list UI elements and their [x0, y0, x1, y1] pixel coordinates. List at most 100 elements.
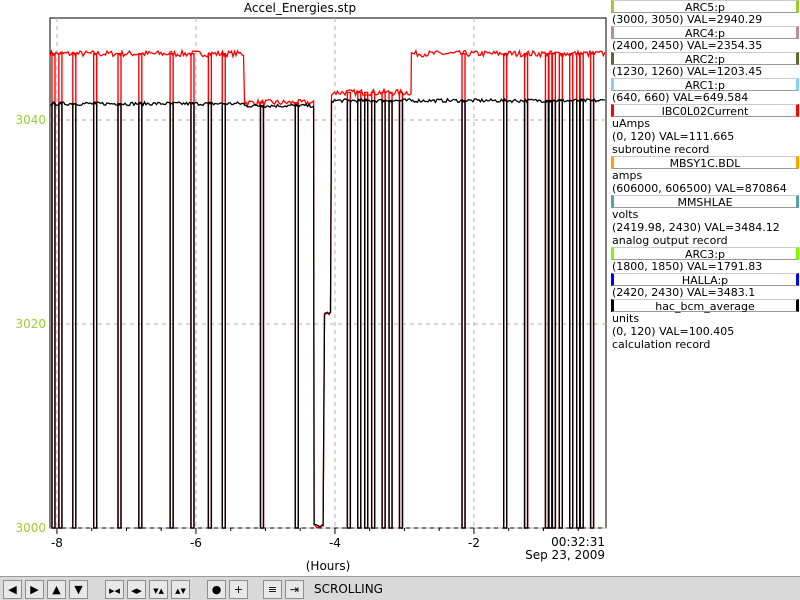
x-axis-label: (Hours) — [306, 559, 351, 573]
toolbar: SCROLLING ◀ ▶ ▲ ▼ ▶◀ ◀▶ ▼▲ ▲▼ ● + ≡ ⇥ — [0, 576, 800, 600]
y-tick-label: 3020 — [15, 317, 46, 331]
series-dropout — [569, 99, 574, 529]
zoom-in-x-button[interactable]: ▶◀ — [105, 580, 124, 599]
legend-item[interactable]: ARC4:p (2400, 2450) VAL=2354.35 — [610, 26, 800, 52]
legend-item-name[interactable]: ARC1:p — [611, 78, 799, 92]
x-tick-label: -2 — [468, 536, 480, 550]
stop-icon: ● — [211, 583, 222, 596]
add-button[interactable]: + — [229, 580, 248, 599]
scroll-arrow-icon: ⇥ — [289, 583, 300, 596]
series-dropout — [294, 105, 299, 529]
legend-item-detail: analog output record — [612, 234, 728, 247]
axes: -8 -6 -4 -2 3000 3020 3040 — [15, 113, 579, 550]
legend-item-name[interactable]: MBSY1C.BDL — [611, 156, 799, 170]
legend-item[interactable]: ARC2:p (1230, 1260) VAL=1203.45 — [610, 52, 800, 78]
legend-item-name[interactable]: ARC5:p — [611, 0, 799, 14]
legend-item-name[interactable]: HALLA:p — [611, 273, 799, 287]
legend-item[interactable]: hac_bcm_average units (0, 120) VAL=100.405… — [610, 299, 800, 351]
series-dropout — [558, 99, 564, 529]
series-dropout — [259, 105, 265, 529]
pan-down-button[interactable]: ▼ — [69, 580, 88, 599]
series-dropout — [138, 102, 143, 529]
legend-item-detail: (1800, 1850) VAL=1791.83 — [612, 260, 763, 273]
series-dropout — [523, 99, 529, 529]
pan-up-button[interactable]: ▲ — [47, 580, 66, 599]
scroll-button[interactable]: ⇥ — [285, 580, 304, 599]
legend-item-name[interactable]: ARC3:p — [611, 247, 799, 261]
legend-item-name[interactable]: ARC2:p — [611, 52, 799, 66]
arrow-left-icon: ◀ — [8, 583, 17, 596]
series-dropout — [503, 99, 508, 529]
legend-item-name[interactable]: IBC0L02Current — [611, 104, 799, 118]
series-dropout — [461, 99, 466, 529]
series-dropout — [589, 99, 595, 529]
series-dropout — [72, 102, 77, 529]
legend-item-detail: (2419.98, 2430) VAL=3484.12 — [612, 221, 780, 234]
legend-item[interactable]: MBSY1C.BDL amps (606000, 606500) VAL=87086… — [610, 156, 800, 195]
series-group — [49, 48, 606, 530]
series-dropout — [551, 99, 557, 529]
legend-item-detail: subroutine record — [612, 143, 710, 156]
legend-item-detail: (2400, 2450) VAL=2354.35 — [612, 39, 763, 52]
zoom-out-x-button[interactable]: ◀▶ — [127, 580, 146, 599]
legend-item-detail: (1230, 1260) VAL=1203.45 — [612, 65, 763, 78]
end-date-label: Sep 23, 2009 — [525, 548, 605, 562]
legend-item-detail: (2420, 2430) VAL=3483.1 — [612, 286, 756, 299]
series-dropout — [221, 102, 226, 529]
legend: ARC5:p (3000, 3050) VAL=2940.29 ARC4:p (240… — [610, 0, 800, 351]
legend-item-name[interactable]: ARC4:p — [611, 26, 799, 40]
chart-plot[interactable]: -8 -6 -4 -2 3000 3020 3040 (Hours) 00:32:31 Se… — [0, 0, 608, 576]
grid-lines — [50, 18, 606, 529]
series-dropout — [207, 102, 213, 529]
series-dropout — [370, 99, 376, 529]
zoom-in-y-button[interactable]: ▼▲ — [149, 580, 168, 599]
legend-item[interactable]: ARC3:p (1800, 1850) VAL=1791.83 — [610, 247, 800, 273]
series-dropout — [381, 99, 386, 529]
zoom-out-x-icon: ◀▶ — [131, 587, 142, 595]
legend-item-detail: volts — [612, 208, 639, 221]
status-label: SCROLLING — [314, 582, 383, 596]
legend-item-detail: (3000, 3050) VAL=2940.29 — [612, 13, 763, 26]
legend-item-detail: (640, 660) VAL=649.584 — [612, 91, 749, 104]
arrow-up-icon: ▲ — [52, 583, 61, 596]
pan-right-button[interactable]: ▶ — [25, 580, 44, 599]
legend-item-detail: (606000, 606500) VAL=870864 — [612, 182, 787, 195]
zoom-out-y-button[interactable]: ▲▼ — [171, 580, 190, 599]
legend-item-name[interactable]: MMSHLAE — [611, 195, 799, 209]
x-tick-label: -4 — [329, 536, 341, 550]
x-tick-label: -6 — [190, 536, 202, 550]
legend-item-detail: calculation record — [612, 338, 711, 351]
legend-item[interactable]: ARC5:p (3000, 3050) VAL=2940.29 — [610, 0, 800, 26]
autoscale-button[interactable]: ≡ — [263, 580, 282, 599]
legend-item-detail: (0, 120) VAL=111.665 — [612, 130, 735, 143]
series-dropout — [58, 102, 63, 529]
legend-item[interactable]: IBC0L02Current uAmps (0, 120) VAL=111.665 s… — [610, 104, 800, 156]
series-dropout — [190, 102, 195, 529]
legend-item[interactable]: ARC1:p (640, 660) VAL=649.584 — [610, 78, 800, 104]
arrow-right-icon: ▶ — [30, 583, 39, 596]
autoscale-icon: ≡ — [267, 583, 278, 596]
pan-left-button[interactable]: ◀ — [3, 580, 22, 599]
end-time-label: 00:32:31 — [551, 535, 605, 549]
legend-item-name[interactable]: hac_bcm_average — [611, 299, 799, 313]
y-tick-label: 3040 — [15, 113, 46, 127]
legend-item-detail: uAmps — [612, 117, 650, 130]
zoom-in-x-icon: ▶◀ — [109, 587, 120, 595]
series-line — [49, 48, 606, 530]
stop-button[interactable]: ● — [207, 580, 226, 599]
series-dropout — [169, 102, 174, 529]
legend-item-detail: amps — [612, 169, 643, 182]
series-dropout — [117, 102, 122, 529]
legend-item[interactable]: MMSHLAE volts (2419.98, 2430) VAL=3484.12 a… — [610, 195, 800, 247]
series-dropout — [92, 102, 98, 529]
plot-frame — [49, 17, 607, 529]
series-dropout — [579, 99, 584, 529]
zoom-out-y-icon: ▲▼ — [175, 587, 186, 595]
legend-item-detail: (0, 120) VAL=100.405 — [612, 325, 735, 338]
chart-title: Accel_Energies.stp — [243, 1, 357, 15]
series-dropout — [346, 99, 352, 529]
series-dropout — [398, 99, 404, 529]
legend-item[interactable]: HALLA:p (2420, 2430) VAL=3483.1 — [610, 273, 800, 299]
series-dropout — [51, 102, 56, 529]
zoom-in-y-icon: ▼▲ — [153, 587, 164, 595]
